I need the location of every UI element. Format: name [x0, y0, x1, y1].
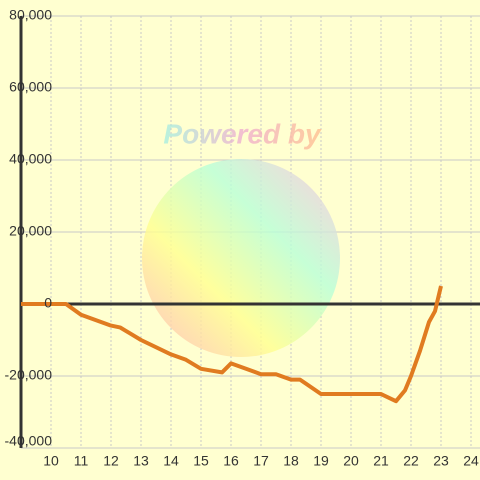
x-tick-label: 13	[133, 453, 149, 469]
x-tick-label: 19	[313, 453, 329, 469]
y-tick-label: -40,000	[5, 433, 53, 449]
x-tick-label: 17	[253, 453, 269, 469]
watermark-text: Powered by	[163, 118, 322, 149]
x-tick-label: 18	[283, 453, 299, 469]
x-tick-label: 21	[373, 453, 389, 469]
x-tick-label: 22	[403, 453, 419, 469]
y-tick-label: 60,000	[9, 79, 52, 95]
watermark-logo	[142, 159, 340, 357]
data-line	[21, 285, 443, 404]
y-tick-label: 20,000	[9, 223, 52, 239]
y-tick-label: 80,000	[9, 7, 52, 23]
plot	[19, 16, 480, 448]
x-tick-label: 11	[74, 453, 89, 469]
x-tick-label: 14	[163, 453, 179, 469]
x-tick-label: 12	[103, 453, 119, 469]
x-tick-label: 24	[463, 453, 479, 469]
y-tick-label: 40,000	[9, 151, 52, 167]
x-tick-label: 16	[223, 453, 239, 469]
x-tick-label: 23	[433, 453, 449, 469]
y-tick-label: -20,000	[5, 367, 53, 383]
y-tick-label: 0	[44, 295, 52, 311]
x-tick-label: 15	[193, 453, 209, 469]
x-tick-label: 20	[343, 453, 359, 469]
x-tick-label: 10	[43, 453, 59, 469]
